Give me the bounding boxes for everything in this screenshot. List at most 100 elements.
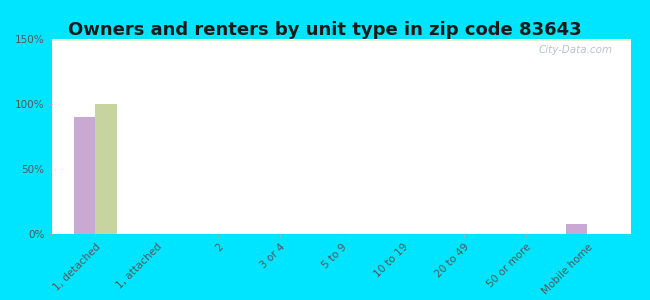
Bar — [52, 40, 630, 41]
Bar — [52, 40, 630, 41]
Bar — [52, 40, 630, 41]
Bar — [52, 39, 630, 40]
Bar — [52, 39, 630, 40]
Bar — [52, 39, 630, 40]
Bar — [52, 39, 630, 40]
Text: Owners and renters by unit type in zip code 83643: Owners and renters by unit type in zip c… — [68, 21, 582, 39]
Bar — [52, 39, 630, 40]
Bar — [52, 40, 630, 41]
Bar — [52, 39, 630, 41]
Bar — [52, 39, 630, 40]
Bar — [52, 39, 630, 40]
Bar — [52, 39, 630, 40]
Bar — [52, 39, 630, 40]
Bar — [52, 40, 630, 41]
Bar — [52, 40, 630, 41]
Bar — [52, 40, 630, 41]
Bar — [52, 39, 630, 40]
Bar — [52, 40, 630, 41]
Bar — [52, 39, 630, 40]
Bar — [52, 40, 630, 41]
Bar — [52, 39, 630, 40]
Bar — [52, 40, 630, 41]
Bar — [52, 40, 630, 41]
Bar — [52, 39, 630, 40]
Bar — [52, 39, 630, 41]
Bar — [52, 40, 630, 41]
Bar — [52, 39, 630, 40]
Bar — [52, 40, 630, 41]
Bar — [52, 40, 630, 41]
Bar — [52, 40, 630, 41]
Bar — [566, 224, 588, 234]
Bar — [52, 39, 630, 40]
Bar — [52, 39, 630, 41]
Bar — [52, 39, 630, 40]
Bar — [52, 40, 630, 41]
Bar — [52, 39, 630, 41]
Bar — [52, 39, 630, 40]
Bar — [52, 39, 630, 40]
Bar — [52, 40, 630, 41]
Bar — [52, 40, 630, 41]
Bar — [52, 39, 630, 40]
Bar — [52, 39, 630, 40]
Bar — [52, 40, 630, 41]
Bar — [52, 39, 630, 40]
Bar — [52, 40, 630, 41]
Bar — [52, 39, 630, 40]
Bar — [52, 39, 630, 40]
Bar — [52, 39, 630, 40]
Bar — [52, 39, 630, 40]
Bar — [52, 39, 630, 40]
Bar — [52, 39, 630, 40]
Bar — [52, 39, 630, 41]
Bar — [52, 40, 630, 41]
Bar — [52, 39, 630, 40]
Bar — [52, 40, 630, 41]
Bar — [52, 40, 630, 41]
Bar — [52, 39, 630, 40]
Bar — [52, 39, 630, 41]
Bar — [52, 40, 630, 41]
Bar — [52, 40, 630, 41]
Bar — [52, 39, 630, 40]
Bar — [52, 39, 630, 40]
Bar — [52, 39, 630, 41]
Bar — [52, 40, 630, 41]
Bar — [52, 40, 630, 41]
Bar — [52, 39, 630, 40]
Bar — [52, 39, 630, 40]
Bar — [52, 40, 630, 41]
Bar — [52, 39, 630, 40]
Bar — [52, 40, 630, 41]
Bar — [52, 40, 630, 41]
Bar — [52, 39, 630, 41]
Text: City-Data.com: City-Data.com — [539, 45, 613, 55]
Bar — [52, 39, 630, 40]
Bar — [52, 39, 630, 40]
Bar — [52, 40, 630, 41]
Bar — [52, 40, 630, 41]
Bar — [52, 40, 630, 41]
Bar — [52, 39, 630, 40]
Bar — [52, 39, 630, 40]
Bar — [52, 39, 630, 40]
Bar — [52, 40, 630, 41]
Bar — [52, 39, 630, 40]
Bar — [52, 39, 630, 40]
Bar — [52, 39, 630, 40]
Bar — [52, 39, 630, 40]
Bar — [52, 39, 630, 40]
Bar — [52, 39, 630, 40]
Bar — [52, 40, 630, 41]
Bar — [52, 40, 630, 41]
Bar — [52, 39, 630, 41]
Bar — [52, 40, 630, 41]
Bar — [52, 39, 630, 40]
Bar — [52, 39, 630, 41]
Bar — [52, 39, 630, 40]
Bar — [52, 39, 630, 40]
Bar — [52, 40, 630, 41]
Bar — [52, 40, 630, 41]
